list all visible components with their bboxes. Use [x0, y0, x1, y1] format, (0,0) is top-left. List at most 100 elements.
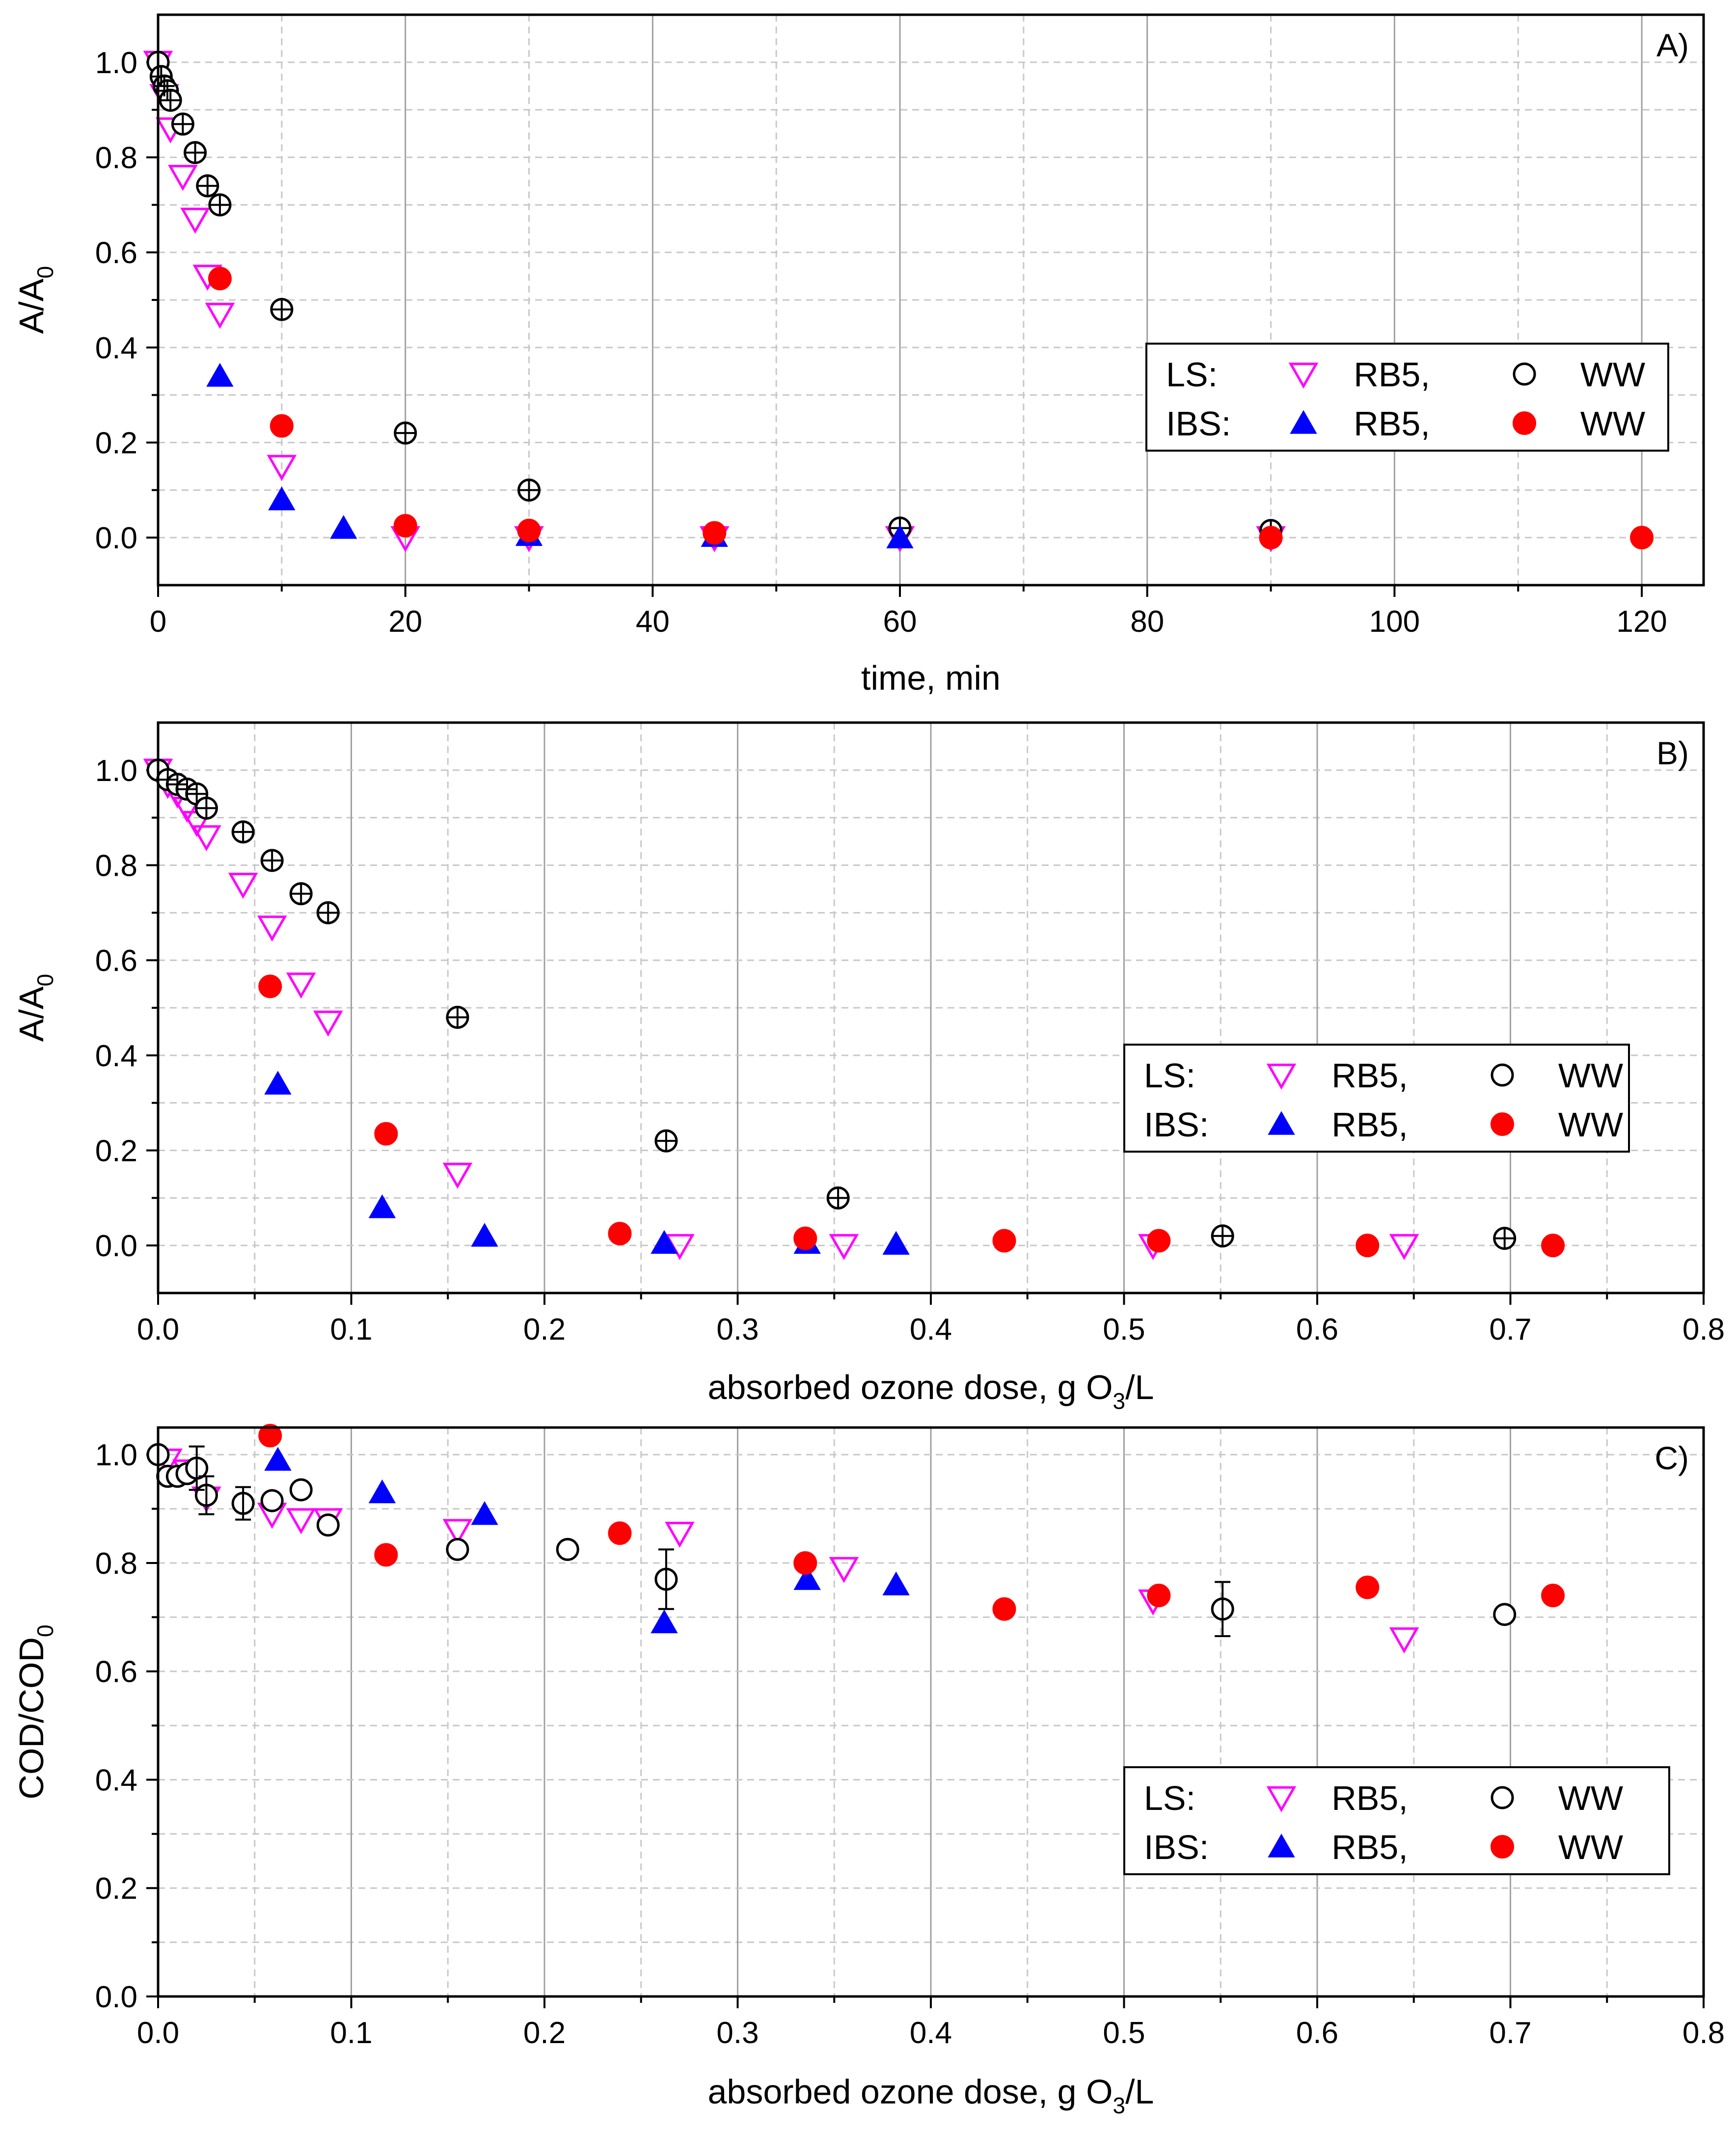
data-point	[1147, 1584, 1171, 1608]
series-ls-ww	[146, 1443, 1517, 1637]
legend-marker	[1268, 1111, 1295, 1135]
axes-frame	[157, 13, 1705, 587]
y-tick-label: 0.6	[95, 1655, 137, 1689]
legend-entry-label: RB5,	[1331, 1056, 1408, 1095]
axes-frame	[157, 1426, 1705, 1998]
data-point	[1147, 1229, 1171, 1253]
y-tick-label: 1.0	[95, 754, 137, 788]
data-point	[260, 1489, 284, 1512]
data-point	[208, 267, 232, 291]
data-point	[608, 1521, 632, 1545]
legend-entry-label: RB5,	[1354, 404, 1430, 443]
data-point	[886, 524, 914, 548]
data-point	[258, 974, 282, 998]
panel-b: 0.0 0.1 0.2 0.3 0.4 0.5 0.6 0.7 0.8 0.0 0.2 0.4 0.6 0…	[12, 721, 1725, 1414]
y-tick-label: 0.0	[95, 521, 137, 555]
data-point	[330, 515, 357, 539]
y-tick-label: 0.6	[95, 236, 137, 270]
y-tick-label: 0.4	[95, 1039, 137, 1073]
y-tick-label: 0.0	[95, 1980, 137, 2014]
data-point	[442, 1162, 473, 1189]
x-tick-label: 0.6	[1296, 1313, 1338, 1347]
data-point	[286, 972, 316, 999]
data-point	[191, 825, 221, 852]
y-tick-label: 0.2	[95, 1872, 137, 1906]
x-tick-label: 0.0	[137, 1313, 179, 1347]
legend-marker	[1290, 410, 1317, 434]
data-point	[665, 1521, 695, 1548]
panel-label: B)	[1656, 735, 1689, 771]
x-tick-label: 0.5	[1103, 2016, 1145, 2050]
legend-entry-label: WW	[1558, 1779, 1623, 1817]
x-tick-label: 0.4	[910, 1313, 952, 1347]
data-point	[992, 1597, 1016, 1621]
data-point	[1259, 526, 1283, 550]
y-axis-label: A/A0	[12, 266, 58, 334]
legend: LS: RB5, WW IBS: RB5, WW	[1123, 1766, 1670, 1875]
data-point	[316, 1513, 340, 1537]
series-ibs-ww	[258, 974, 1565, 1258]
x-tick-label: 0.3	[716, 1313, 759, 1347]
data-point	[1493, 1603, 1517, 1626]
x-tick-label: 0	[150, 605, 166, 639]
x-axis-label-text: absorbed ozone dose, g O	[707, 1368, 1112, 1406]
panel-c: 0.0 0.1 0.2 0.3 0.4 0.5 0.6 0.7 0.8 0.0 0.2 0.4 0.6 0…	[12, 1424, 1725, 2118]
x-tick-label: 0.8	[1682, 2016, 1725, 2050]
data-point	[368, 1479, 396, 1504]
data-point	[180, 208, 210, 234]
y-tick-label: 0.8	[95, 849, 137, 883]
legend-entry-label: RB5,	[1331, 1779, 1408, 1817]
y-axis-label-subscript: 0	[32, 266, 58, 279]
x-axis-label-text: absorbed ozone dose, g O	[707, 2073, 1112, 2111]
legend-marker	[1288, 362, 1319, 389]
x-tick-label: 60	[883, 605, 917, 639]
x-tick-label: 120	[1616, 605, 1667, 639]
data-point	[608, 1221, 632, 1245]
data-point	[793, 1566, 821, 1590]
data-point	[313, 1010, 343, 1037]
x-tick-label: 80	[1130, 605, 1164, 639]
legend-row-label: LS:	[1144, 1779, 1195, 1817]
legend-marker	[1266, 1063, 1297, 1090]
x-tick-label: 100	[1369, 605, 1420, 639]
data-point	[651, 1609, 678, 1634]
legend-marker	[1266, 1786, 1297, 1812]
x-axis-label-subscript: 3	[1113, 1388, 1126, 1414]
legend-row-label: IBS:	[1144, 1105, 1209, 1144]
x-tick-label: 0.2	[523, 2016, 566, 2050]
data-point	[471, 1223, 498, 1247]
y-tick-label: 1.0	[95, 1438, 137, 1472]
y-axis-label-text: A/A	[12, 278, 51, 334]
axes-frame	[157, 721, 1705, 1294]
x-tick-label: 0.1	[330, 1313, 372, 1347]
legend-row-label: LS:	[1166, 355, 1218, 394]
data-point	[257, 916, 287, 942]
data-point	[206, 363, 234, 387]
x-axis-label-subscript: 3	[1113, 2093, 1126, 2118]
data-point	[829, 1557, 859, 1583]
data-point	[286, 1508, 316, 1535]
series-ibs-ww	[208, 267, 1654, 550]
legend: LS: RB5, WW IBS: RB5, WW	[1123, 1044, 1630, 1153]
x-tick-label: 0.3	[716, 2016, 759, 2050]
data-point	[793, 1226, 817, 1250]
x-axis-label: absorbed ozone dose, g O3/L	[707, 1368, 1154, 1414]
x-tick-label: 40	[636, 605, 670, 639]
y-tick-label: 0.2	[95, 427, 137, 460]
data-point	[270, 414, 294, 438]
panel-label: C)	[1655, 1440, 1689, 1476]
legend-box	[1123, 1044, 1630, 1153]
x-axis-label: time, min	[861, 659, 1001, 697]
y-tick-label: 0.6	[95, 944, 137, 978]
legend-entry-label: WW	[1580, 404, 1645, 443]
series-ibs-ww	[258, 1424, 1565, 1621]
data-point	[374, 1122, 398, 1146]
series-ls-ww	[146, 758, 1517, 1250]
y-axis-label-subscript: 0	[32, 974, 58, 987]
panel-a: 0 20 40 60 80 100 120 0.0 0.2 0.4 0.6 0.8 1.0 time, m…	[12, 13, 1705, 697]
y-tick-label: 0.4	[95, 331, 137, 365]
x-tick-label: 0.2	[523, 1313, 566, 1347]
data-point	[829, 1234, 859, 1260]
x-tick-label: 0.4	[910, 2016, 952, 2050]
y-tick-label: 0.4	[95, 1763, 137, 1797]
